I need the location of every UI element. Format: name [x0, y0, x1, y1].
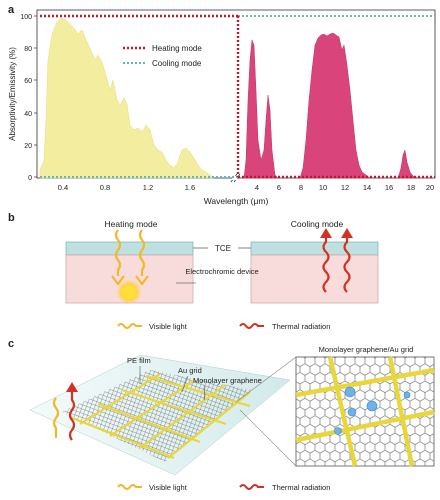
- legend-visible-light: Visible light: [149, 322, 188, 331]
- visible-light-arrow-c: [52, 397, 60, 438]
- x-tick: 0.8: [100, 183, 110, 192]
- tce-layer-left: [65, 241, 194, 256]
- y-tick: 0: [28, 175, 32, 182]
- heating-mode-line: [40, 14, 435, 179]
- au-grid-label: Au grid: [178, 366, 202, 375]
- panel-c: c PE film Au grid Monolayer graphene: [8, 338, 435, 492]
- legend-heating: Heating mode: [152, 44, 202, 53]
- x-axis-title: Wavelength (μm): [204, 196, 269, 206]
- x-tick: 20: [426, 183, 434, 192]
- y-axis: 0 20 40 60 80 100 Absorptivity/Emissivit…: [8, 14, 37, 182]
- legend: Heating mode Cooling mode: [123, 44, 202, 68]
- panel-c-label: c: [8, 338, 14, 350]
- tce-layer-right: [250, 241, 379, 256]
- y-axis-title: Absorptivity/Emissivity (%): [8, 47, 17, 141]
- ir-emission-fill: [243, 32, 419, 179]
- x-tick: 1.6: [185, 183, 195, 192]
- y-tick: 20: [24, 143, 32, 150]
- visible-absorption-fill: [39, 17, 215, 179]
- legend-cooling: Cooling mode: [152, 59, 202, 68]
- thermal-arrow-head: [341, 228, 353, 238]
- zoom-leader-bottom: [239, 409, 297, 467]
- x-tick: 6: [277, 183, 281, 192]
- thermal-radiation-arrows: [322, 234, 351, 293]
- heating-mode-title: Heating mode: [105, 219, 158, 229]
- electrochromic-layer-right: [250, 254, 379, 304]
- x-tick: 1.2: [143, 183, 153, 192]
- y-tick: 40: [24, 111, 32, 118]
- zoom-title: Monolayer graphene/Au grid: [319, 345, 414, 354]
- zoom-au-grid: [295, 356, 435, 467]
- x-tick: 18: [407, 183, 415, 192]
- pe-film-label: PE film: [127, 356, 151, 365]
- graphene-label: Monolayer graphene: [193, 376, 262, 385]
- legend-visible-light-c: Visible light: [149, 483, 188, 492]
- x-axis: 0.4 0.8 1.2 1.6 4 6 8 10 12 14 16 18 20 …: [58, 183, 434, 206]
- electrochromic-label: Electrochromic device: [185, 267, 258, 276]
- y-tick: 100: [20, 14, 32, 21]
- thermal-arrow-head-c: [66, 382, 78, 392]
- x-tick: 12: [341, 183, 349, 192]
- legend-b: Visible light Thermal radiation: [117, 322, 330, 331]
- thermal-radiation-legend-icon-c: [239, 484, 264, 490]
- visible-light-arrows: [111, 229, 149, 286]
- visible-light-legend-icon: [117, 323, 142, 329]
- legend-c: Visible light Thermal radiation: [117, 483, 330, 492]
- au-grid: [71, 373, 251, 460]
- visible-light-legend-icon-c: [117, 484, 142, 490]
- x-tick: 14: [363, 183, 371, 192]
- electrochromic-label-text: Electrochromic device: [185, 267, 258, 276]
- panel-b: b Heating mode Cooling mode TCE Electroc…: [8, 212, 379, 331]
- zoom-inset: Monolayer graphene/Au grid: [295, 345, 435, 467]
- y-tick: 80: [24, 46, 32, 53]
- zoom-leader-top: [235, 356, 297, 403]
- panel-a: a Heating mode Coolin: [8, 4, 436, 206]
- thermal-radiation-arrow-c: [68, 390, 76, 441]
- panel-b-label: b: [8, 212, 15, 224]
- x-tick: 8: [299, 183, 303, 192]
- y-tick: 60: [24, 78, 32, 85]
- panel-a-label: a: [8, 4, 15, 16]
- legend-thermal-radiation-c: Thermal radiation: [272, 483, 330, 492]
- x-tick: 16: [385, 183, 393, 192]
- thermal-radiation-legend-icon: [239, 323, 264, 329]
- charge-carriers: [334, 386, 411, 435]
- x-tick: 0.4: [58, 183, 68, 192]
- thermal-arrow-head: [320, 228, 332, 238]
- tce-label: TCE: [215, 244, 231, 253]
- cooling-mode-title: Cooling mode: [291, 219, 344, 229]
- x-tick: 4: [255, 183, 259, 192]
- x-tick: 10: [319, 183, 327, 192]
- sun-icon: [122, 285, 136, 299]
- legend-thermal-radiation: Thermal radiation: [272, 322, 330, 331]
